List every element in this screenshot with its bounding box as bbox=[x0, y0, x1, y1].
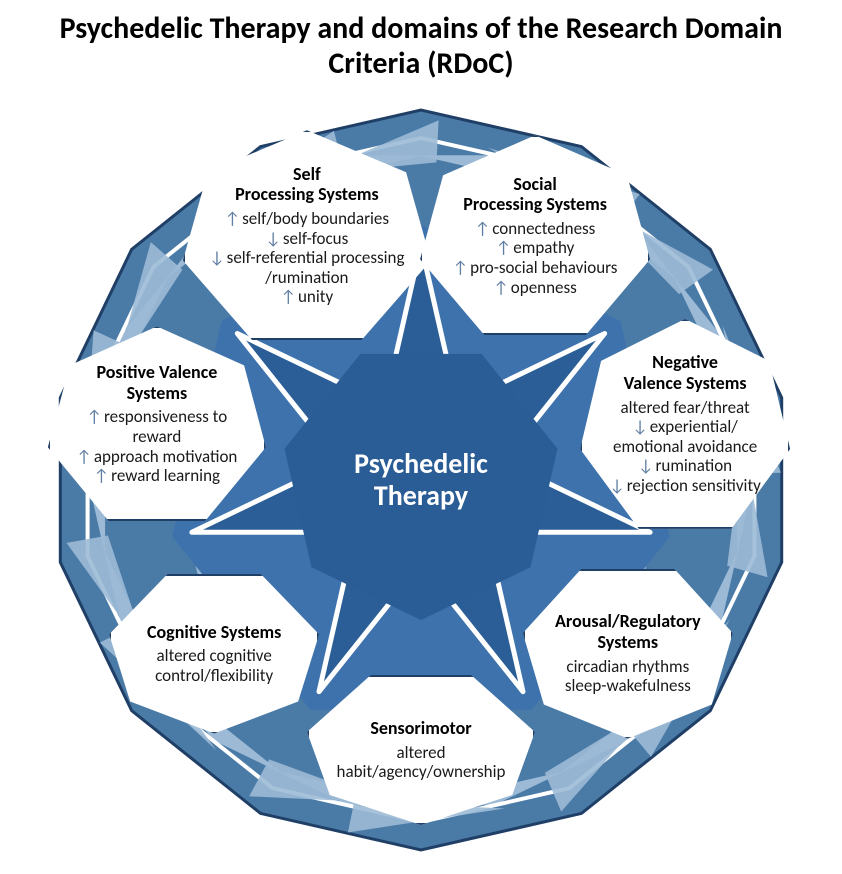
node-title: Sensorimotor bbox=[370, 718, 471, 739]
node-item: responsiveness to bbox=[87, 407, 228, 427]
node-item: connectedness bbox=[475, 219, 596, 239]
node-item-text: reward bbox=[132, 426, 181, 447]
center-line-2: Therapy bbox=[354, 480, 488, 512]
node-item: approach motivation bbox=[76, 447, 237, 467]
node-title: Arousal/RegulatorySystems bbox=[555, 611, 701, 652]
node-item-text: altered cognitive bbox=[157, 645, 272, 666]
node-title: SelfProcessing Systems bbox=[235, 164, 379, 205]
node-item-text: rejection sensitivity bbox=[627, 475, 761, 496]
node-item: emotional avoidance bbox=[613, 437, 757, 457]
node-item-text: responsiveness to bbox=[104, 406, 227, 427]
node-item-text: openness bbox=[511, 277, 577, 298]
node-item-text: rumination bbox=[655, 455, 732, 476]
node-item-text: emotional avoidance bbox=[613, 436, 757, 457]
node-title: SocialProcessing Systems bbox=[463, 174, 607, 215]
node-item-text: control/flexibility bbox=[155, 665, 273, 686]
node-item: altered bbox=[396, 743, 445, 763]
node-item-text: self-referential processing bbox=[227, 247, 405, 268]
node-item: self/body boundaries bbox=[225, 209, 389, 229]
node-title-line: Cognitive Systems bbox=[147, 622, 281, 643]
node-item-text: circadian rhythms bbox=[566, 656, 689, 677]
node-item: reward learning bbox=[94, 466, 220, 486]
node-item-text: reward learning bbox=[111, 465, 220, 486]
node-item: unity bbox=[281, 287, 334, 307]
node-item: circadian rhythms bbox=[566, 657, 689, 677]
node-title-line: Social bbox=[463, 174, 607, 195]
node-item: altered cognitive bbox=[157, 646, 272, 666]
node-item: sleep-wakefulness bbox=[565, 676, 691, 696]
node-title-line: Processing Systems bbox=[463, 194, 607, 215]
node-item: control/flexibility bbox=[155, 666, 273, 686]
center-label: Psychedelic Therapy bbox=[354, 448, 488, 512]
node-item-text: sleep-wakefulness bbox=[565, 675, 691, 696]
node-item-text: empathy bbox=[513, 237, 574, 258]
node-item-text: connectedness bbox=[492, 218, 595, 239]
node-item: habit/agency/ownership bbox=[337, 762, 506, 782]
node-title-line: Valence Systems bbox=[624, 373, 747, 394]
node-item: reward bbox=[132, 427, 181, 447]
node-title-line: Arousal/Regulatory bbox=[555, 611, 701, 632]
node-item: rejection sensitivity bbox=[609, 476, 761, 496]
node-item: self-referential processing bbox=[209, 248, 404, 268]
node-item: /rumination bbox=[265, 268, 348, 288]
node-item: openness bbox=[493, 278, 576, 298]
node-item: empathy bbox=[496, 238, 574, 258]
node-title-line: Negative bbox=[624, 352, 747, 373]
node-title: NegativeValence Systems bbox=[624, 352, 747, 393]
rdoc-diagram: Psychedelic Therapy SelfProcessing Syste… bbox=[41, 100, 801, 860]
node-item-text: habit/agency/ownership bbox=[337, 761, 506, 782]
node-item-text: /rumination bbox=[265, 267, 348, 288]
node-item: pro-social behaviours bbox=[453, 258, 618, 278]
node-item-text: self/body boundaries bbox=[242, 208, 389, 229]
node-item-text: experiential/ bbox=[650, 416, 738, 437]
node-item: self-focus bbox=[266, 229, 349, 249]
node-item-text: self-focus bbox=[283, 228, 348, 249]
page-title: Psychedelic Therapy and domains of the R… bbox=[0, 0, 842, 81]
node-title-line: Systems bbox=[96, 383, 217, 404]
node-title-line: Sensorimotor bbox=[370, 718, 471, 739]
node-item-text: altered bbox=[396, 742, 445, 763]
node-title-line: Positive Valence bbox=[96, 362, 217, 383]
node-title-line: Self bbox=[235, 164, 379, 185]
center-line-1: Psychedelic bbox=[354, 448, 488, 480]
node-item-text: altered fear/threat bbox=[620, 397, 749, 418]
node-item-text: pro-social behaviours bbox=[470, 257, 617, 278]
node-title-line: Processing Systems bbox=[235, 184, 379, 205]
node-title: Cognitive Systems bbox=[147, 622, 281, 643]
node-item: rumination bbox=[638, 456, 732, 476]
node-item-text: unity bbox=[298, 286, 333, 307]
node-item: experiential/ bbox=[632, 417, 738, 437]
node-item-text: approach motivation bbox=[94, 446, 238, 467]
node-item: altered fear/threat bbox=[620, 398, 749, 418]
node-title: Positive ValenceSystems bbox=[96, 362, 217, 403]
node-title-line: Systems bbox=[555, 632, 701, 653]
